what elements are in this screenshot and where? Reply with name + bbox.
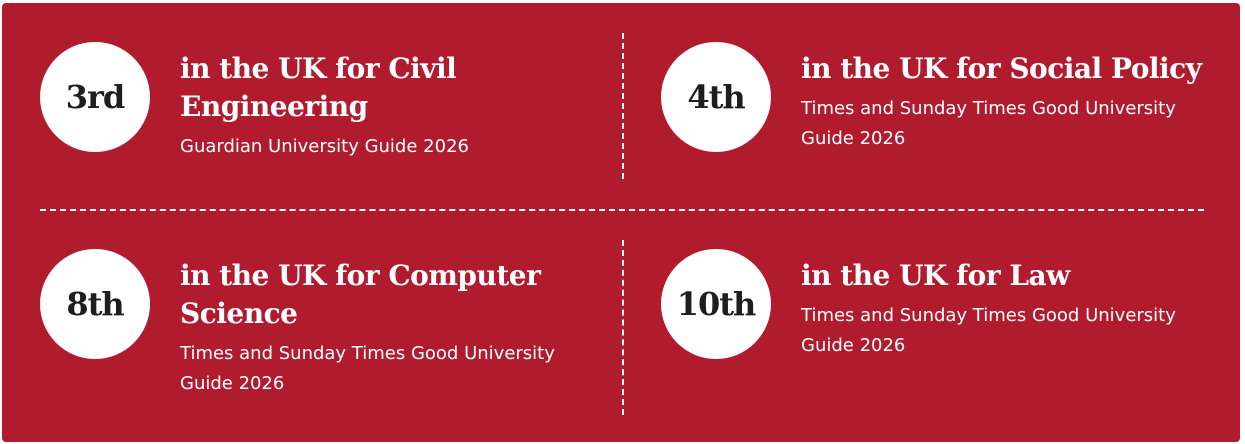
ranking-title: in the UK for Computer Science [180, 259, 541, 330]
rank-badge: 10th [661, 249, 771, 359]
ranking-source: Times and Sunday Times Good University G… [801, 305, 1176, 356]
rank-badge: 8th [40, 249, 150, 359]
rank-badge: 4th [661, 42, 771, 152]
vertical-divider-bottom [622, 240, 624, 415]
ranking-item: 8th in the UK for Computer Science Times… [40, 249, 600, 399]
ranking-source: Guardian University Guide 2026 [180, 136, 469, 157]
ranking-title: in the UK for Social Policy [801, 52, 1202, 85]
ranking-source: Times and Sunday Times Good University G… [801, 98, 1176, 149]
ranking-title: in the UK for Law [801, 259, 1070, 292]
ranking-source: Times and Sunday Times Good University G… [180, 343, 555, 394]
horizontal-divider [40, 209, 1204, 211]
rankings-panel: 3rd in the UK for Civil Engineering Guar… [2, 3, 1240, 442]
rank-badge: 3rd [40, 42, 150, 152]
ranking-title: in the UK for Civil Engineering [180, 52, 457, 123]
ranking-item: 3rd in the UK for Civil Engineering Guar… [40, 42, 600, 192]
vertical-divider-top [622, 33, 624, 179]
ranking-item: 10th in the UK for Law Times and Sunday … [661, 249, 1221, 399]
ranking-item: 4th in the UK for Social Policy Times an… [661, 42, 1221, 192]
